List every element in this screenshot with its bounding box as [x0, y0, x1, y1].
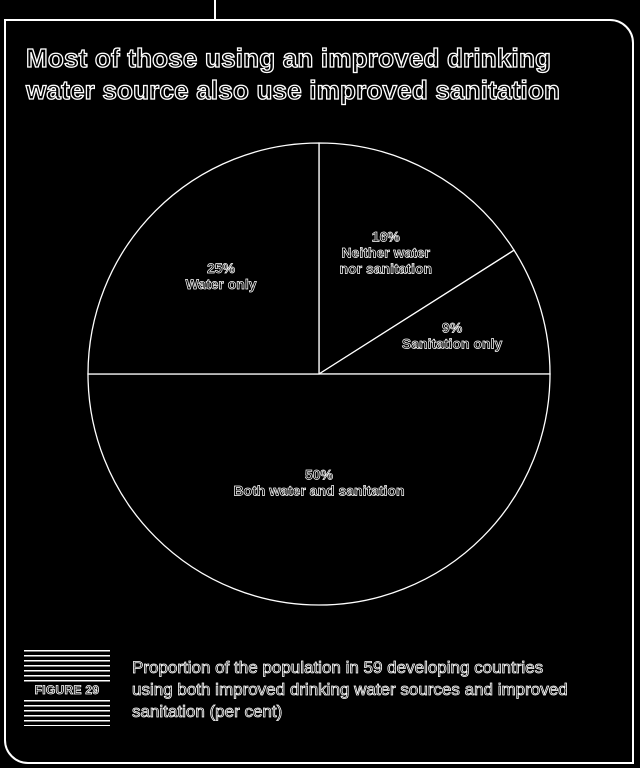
figure-caption: Proportion of the population in 59 devel… — [132, 658, 568, 722]
slice-value-label: 50% — [305, 467, 334, 483]
pie-slice-neither-water-nor-sanitation — [318, 142, 515, 376]
slice-label-both-water-and-sanitation: 50% Both water and sanitation — [233, 467, 404, 499]
pie-slice-sanitation-only — [316, 249, 551, 375]
figure-badge: FIGURE 29 — [24, 650, 110, 726]
slice-value-label: 25% — [207, 260, 236, 276]
slice-label-sanitation-only: 9% Sanitation only — [402, 319, 503, 351]
slice-name-line: Neither water — [341, 245, 430, 261]
slice-label-water-only: 25% Water only — [185, 260, 256, 292]
top-divider — [214, 0, 216, 20]
slice-name-line: Water only — [185, 276, 256, 292]
pie-slice-both-water-and-sanitation — [87, 373, 551, 606]
slice-name-line: Both water and sanitation — [233, 483, 404, 499]
slice-label-neither-water-nor-sanitation: 16% Neither water nor sanitation — [340, 229, 433, 277]
pie-slice-water-only — [87, 142, 320, 375]
slice-name-line: Sanitation only — [402, 335, 503, 351]
figure-panel — [4, 19, 634, 764]
figure-number: FIGURE 29 — [24, 683, 110, 697]
slice-value-label: 16% — [372, 229, 401, 245]
slice-name-line: nor sanitation — [340, 261, 433, 277]
slice-value-label: 9% — [442, 319, 463, 335]
chart-title: Most of those using an improved drinking… — [25, 42, 561, 105]
